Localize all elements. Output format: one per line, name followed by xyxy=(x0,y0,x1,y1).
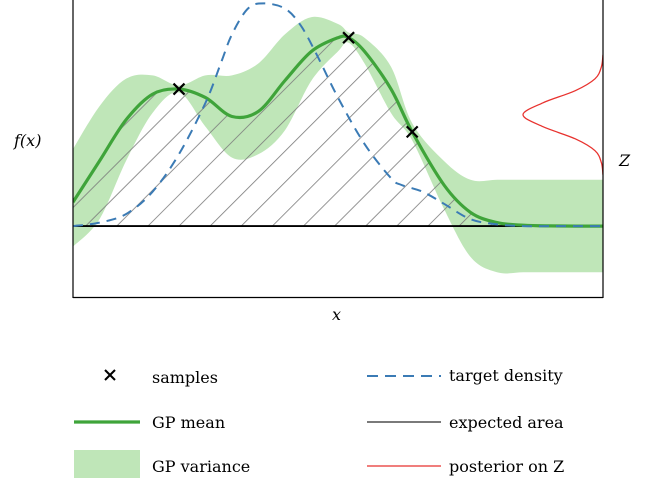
legend: samples GP mean GP variance target densi… xyxy=(74,366,564,478)
posterior-on-z-curve xyxy=(523,55,603,175)
legend-label-samples: samples xyxy=(152,368,218,387)
legend-item-gp-mean: GP mean xyxy=(74,413,225,432)
legend-label-gp-mean: GP mean xyxy=(152,413,225,432)
legend-label-gp-variance: GP variance xyxy=(152,457,250,476)
green-band-icon xyxy=(74,450,140,478)
legend-label-posterior-on-z: posterior on Z xyxy=(449,457,564,476)
legend-item-expected-area: expected area xyxy=(367,413,564,432)
legend-item-posterior-on-z: posterior on Z xyxy=(367,457,564,476)
z-axis-label: Z xyxy=(618,151,631,170)
legend-item-samples: samples xyxy=(105,368,218,387)
legend-item-gp-variance: GP variance xyxy=(74,450,250,478)
x-axis-label: x xyxy=(332,305,341,324)
legend-label-target-density: target density xyxy=(449,366,563,385)
cross-icon xyxy=(105,370,115,380)
legend-label-expected-area: expected area xyxy=(449,413,564,432)
legend-item-target-density: target density xyxy=(367,366,563,385)
y-axis-label: f(x) xyxy=(13,131,41,150)
